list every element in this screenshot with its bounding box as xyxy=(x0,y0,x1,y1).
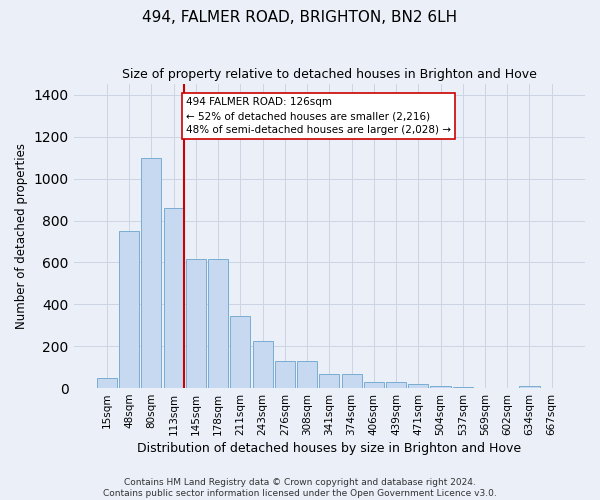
Bar xyxy=(164,208,184,388)
Bar xyxy=(364,382,384,388)
Text: Contains HM Land Registry data © Crown copyright and database right 2024.
Contai: Contains HM Land Registry data © Crown c… xyxy=(103,478,497,498)
Y-axis label: Number of detached properties: Number of detached properties xyxy=(15,144,28,330)
Title: Size of property relative to detached houses in Brighton and Hove: Size of property relative to detached ho… xyxy=(122,68,537,80)
X-axis label: Distribution of detached houses by size in Brighton and Hove: Distribution of detached houses by size … xyxy=(137,442,521,455)
Bar xyxy=(230,316,250,388)
Bar xyxy=(408,384,428,388)
Bar xyxy=(319,374,339,388)
Bar xyxy=(297,361,317,388)
Bar xyxy=(97,378,117,388)
Text: 494, FALMER ROAD, BRIGHTON, BN2 6LH: 494, FALMER ROAD, BRIGHTON, BN2 6LH xyxy=(142,10,458,25)
Bar xyxy=(341,374,362,388)
Bar xyxy=(119,231,139,388)
Bar xyxy=(141,158,161,388)
Bar xyxy=(430,386,451,388)
Bar xyxy=(253,341,272,388)
Bar xyxy=(520,386,539,388)
Text: 494 FALMER ROAD: 126sqm
← 52% of detached houses are smaller (2,216)
48% of semi: 494 FALMER ROAD: 126sqm ← 52% of detache… xyxy=(186,97,451,135)
Bar xyxy=(275,361,295,388)
Bar xyxy=(386,382,406,388)
Bar xyxy=(453,387,473,388)
Bar xyxy=(208,260,228,388)
Bar xyxy=(186,260,206,388)
